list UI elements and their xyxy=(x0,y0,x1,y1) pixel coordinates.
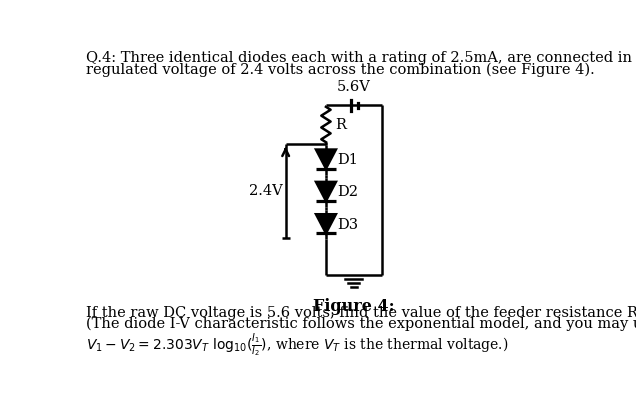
Text: If the raw DC voltage is 5.6 volts, find the value of the feeder resistance R.: If the raw DC voltage is 5.6 volts, find… xyxy=(86,306,636,320)
Text: Figure 4:: Figure 4: xyxy=(313,298,395,315)
Text: Q.4: Three identical diodes each with a rating of 2.5mA, are connected in series: Q.4: Three identical diodes each with a … xyxy=(86,51,636,65)
Polygon shape xyxy=(316,150,336,169)
Text: 5.6V: 5.6V xyxy=(337,80,371,95)
Text: D1: D1 xyxy=(337,153,357,167)
Polygon shape xyxy=(316,182,336,201)
Text: D3: D3 xyxy=(337,218,358,232)
Text: D2: D2 xyxy=(337,185,358,199)
Polygon shape xyxy=(316,214,336,233)
Text: (The diode I-V characteristic follows the exponential model, and you may use the: (The diode I-V characteristic follows th… xyxy=(86,317,636,331)
Text: regulated voltage of 2.4 volts across the combination (see Figure 4).: regulated voltage of 2.4 volts across th… xyxy=(86,63,595,77)
Text: $V_1 - V_2 = 2.303V_T\ \mathrm{log}_{10}(\frac{I_1}{I_2})$, where $V_T$ is the t: $V_1 - V_2 = 2.303V_T\ \mathrm{log}_{10}… xyxy=(86,331,508,359)
Text: R: R xyxy=(335,118,346,131)
Text: 2.4V: 2.4V xyxy=(249,184,282,198)
